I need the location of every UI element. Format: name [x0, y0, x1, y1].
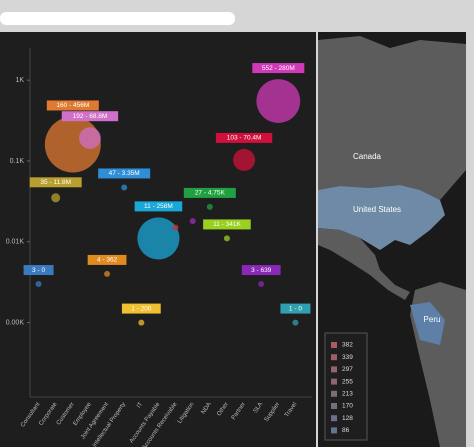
y-tick-label: 1K	[15, 77, 24, 84]
data-label-box	[46, 100, 99, 111]
legend-swatch	[331, 354, 337, 361]
map-label: Canada	[353, 152, 382, 161]
bubble	[189, 218, 196, 225]
legend-swatch	[331, 427, 337, 434]
data-label-box	[134, 201, 183, 212]
bubble	[104, 270, 111, 277]
bubble	[206, 203, 213, 210]
data-label: 192 - 68.8M	[73, 113, 108, 120]
legend-label: 297	[342, 366, 353, 373]
bubble	[172, 224, 179, 231]
legend-swatch	[331, 378, 337, 385]
data-label: 11 - 258M	[144, 203, 173, 210]
data-label: 552 - 280M	[262, 65, 295, 72]
data-label: 11 - 341K	[213, 221, 241, 228]
data-label-box	[252, 63, 305, 74]
x-tick-label: IT	[136, 401, 144, 409]
bubble	[258, 281, 265, 288]
data-label: 103 - 70.4M	[227, 135, 262, 142]
bubble	[233, 148, 256, 171]
legend-label: 339	[342, 354, 353, 361]
search-bar[interactable]	[0, 12, 235, 25]
data-label-box	[241, 265, 281, 276]
bubble	[223, 235, 230, 242]
data-label-box	[98, 168, 151, 179]
bubble	[138, 319, 145, 326]
legend-swatch	[331, 415, 337, 422]
peru	[410, 302, 445, 345]
bubble	[137, 217, 180, 260]
legend-swatch	[331, 342, 337, 348]
data-label-box	[280, 303, 311, 314]
data-label: 3 - 0	[32, 267, 45, 274]
data-label: 1 - 0	[289, 305, 302, 312]
data-label: 47 - 3.35M	[109, 170, 140, 177]
map-overlay: Canada United States Peru 382 339 297 255 213 17…	[331, 152, 440, 434]
bubble	[35, 281, 42, 288]
legend-swatch	[331, 366, 337, 373]
map-legend	[324, 332, 368, 441]
data-label-box	[61, 111, 119, 122]
map-label: United States	[353, 205, 401, 214]
central-america	[318, 228, 410, 300]
data-label-box	[87, 254, 127, 265]
data-label-box	[29, 177, 82, 188]
legend-label: 128	[342, 415, 353, 422]
legend-label: 86	[342, 427, 350, 434]
data-label: 35 - 11.8M	[40, 179, 71, 186]
x-tick-label: SLA	[253, 402, 264, 415]
map-land	[318, 36, 466, 447]
legend-label: 213	[342, 391, 353, 398]
bubble	[51, 193, 61, 203]
bubble	[256, 79, 301, 123]
legend-label: 255	[342, 378, 353, 385]
data-label-box	[121, 303, 161, 314]
data-label-box	[215, 132, 273, 143]
data-label-box	[203, 219, 251, 230]
legend-swatch	[331, 403, 337, 409]
y-tick-label: 0.00K	[6, 319, 25, 326]
data-label: 160 - 456M	[56, 102, 89, 109]
legend-swatch	[331, 390, 337, 397]
united-states	[318, 185, 445, 250]
canada	[318, 36, 466, 200]
bubble	[79, 127, 101, 149]
data-label-box	[23, 265, 54, 276]
legend-label: 382	[342, 342, 353, 349]
data-label: 1 - 200	[131, 305, 152, 312]
map-label: Peru	[424, 315, 441, 324]
y-tick-label: 0.01K	[6, 239, 25, 246]
data-label: 3 - 639	[251, 267, 272, 274]
legend-label: 170	[342, 403, 353, 410]
y-tick-label: 0.1K	[10, 158, 25, 165]
bubble	[292, 319, 299, 326]
data-label-box	[183, 187, 236, 198]
data-label: 27 - 4.75K	[195, 190, 226, 197]
bubble	[121, 184, 128, 191]
data-label: 4 - 362	[97, 257, 118, 264]
